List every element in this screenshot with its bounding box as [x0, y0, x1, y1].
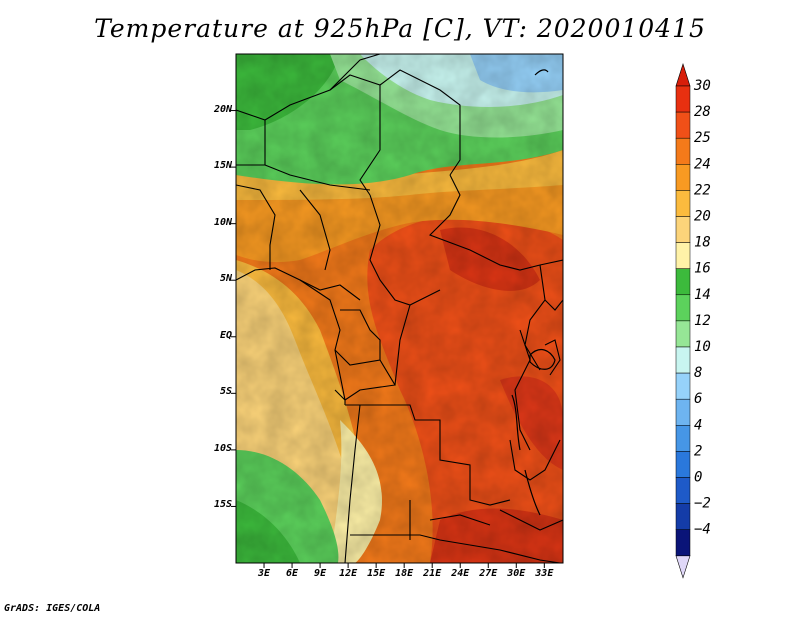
lon-label: 30E [507, 568, 526, 579]
lon-label: 15E [367, 568, 386, 579]
colorbar-label: 28 [694, 104, 711, 120]
colorbar-swatch [675, 294, 691, 322]
colorbar-label: 0 [694, 470, 702, 486]
colorbar-label: 2 [694, 443, 702, 459]
lon-label: 27E [479, 568, 498, 579]
colorbar-swatch [675, 372, 691, 400]
lon-label: 33E [535, 568, 554, 579]
colorbar-swatch [675, 477, 691, 504]
lat-label: 5S [219, 386, 232, 398]
colorbar-label: 12 [694, 313, 711, 329]
colorbar-swatch [675, 320, 691, 348]
colorbar-swatch [675, 529, 691, 557]
lon-label: 24E [451, 568, 470, 579]
colorbar-swatch [675, 398, 691, 426]
colorbar-label: 18 [694, 235, 711, 251]
colorbar-swatch [675, 190, 691, 217]
lon-label: 3E [257, 568, 271, 579]
lon-label: 18E [395, 568, 414, 579]
lat-label: 15S [213, 499, 232, 511]
colorbar-swatch [675, 503, 691, 530]
lat-label: 20N [213, 103, 232, 115]
colorbar-label: 30 [693, 78, 711, 94]
colorbar-swatch [675, 425, 691, 452]
lon-label: 21E [423, 568, 442, 579]
colorbar-label: 24 [694, 156, 711, 172]
colorbar-swatch [675, 242, 691, 269]
colorbar-label: 4 [694, 417, 702, 433]
country-borders [236, 54, 563, 563]
colorbar-swatch [675, 346, 691, 374]
lat-label: 10S [213, 442, 232, 454]
temperature-field [236, 54, 563, 563]
map-frame [235, 53, 564, 564]
lon-label: 12E [339, 568, 358, 579]
colorbar-swatch [675, 451, 691, 478]
axis-ticks [231, 110, 545, 568]
lat-label: 5N [219, 273, 232, 285]
lat-label: 10N [213, 216, 232, 228]
colorbar-label: 20 [694, 209, 711, 225]
footer-credit: GrADS: IGES/COLA [4, 603, 101, 614]
colorbar-max-arrow [675, 63, 691, 87]
colorbar-swatch [675, 268, 691, 296]
colorbar-swatch [675, 111, 691, 139]
lon-label: 9E [314, 568, 327, 579]
colorbar-label: 14 [694, 287, 711, 303]
colorbar-label: 25 [694, 130, 711, 146]
colorbar-label: 16 [694, 261, 711, 277]
colorbar-swatch [675, 164, 691, 191]
colorbar-label: 10 [694, 339, 711, 355]
colorbar-min-arrow [675, 555, 691, 579]
lon-label: 6E [286, 568, 299, 579]
colorbar-label: 6 [694, 391, 702, 407]
colorbar-swatch [675, 85, 691, 113]
field-texture [236, 54, 563, 563]
colorbar-label: 8 [694, 365, 702, 381]
colorbar-label: −4 [694, 522, 711, 538]
lat-label: EQ [219, 329, 232, 341]
colorbar-label: 22 [694, 182, 711, 198]
colorbar-swatch [675, 216, 691, 243]
lakes [511, 69, 556, 516]
lat-label: 15N [213, 160, 232, 172]
map-title: Temperature at 925hPa [C], VT: 202001041… [94, 14, 706, 43]
colorbar-swatch [675, 137, 691, 165]
colorbar-label: −2 [694, 496, 711, 512]
